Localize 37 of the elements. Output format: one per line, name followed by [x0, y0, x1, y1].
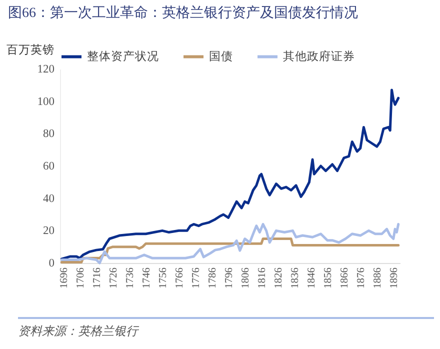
y-tick-label: 60	[43, 160, 55, 172]
x-tick-label: 1706	[75, 268, 86, 288]
x-tick-label: 1846	[306, 268, 318, 288]
x-tick-label: 1746	[141, 268, 152, 288]
text: 资料来源：英格兰银行	[18, 317, 434, 340]
y-tick-label: 40	[43, 192, 55, 205]
x-tick-label: 1856	[322, 268, 334, 288]
line-series	[60, 222, 400, 264]
x-tick-label: 1836	[290, 268, 301, 288]
x-tick-label: 1806	[240, 268, 252, 288]
y-tick-label: 80	[43, 128, 55, 140]
y-tick-label: 0	[48, 258, 55, 270]
line-series	[60, 88, 400, 260]
y-axis-title: 百万英镑	[6, 42, 54, 56]
x-tick-label: 1816	[256, 268, 268, 288]
x-tick-label: 1776	[190, 268, 202, 288]
x-tick-label: 1756	[158, 268, 169, 288]
x-tick-label: 1876	[356, 268, 367, 288]
x-tick-label: 1726	[108, 268, 120, 288]
chart-title: 图66：第一次工业革命：英格兰银行资产及国债发行情况	[8, 4, 358, 22]
x-tick-label: 1716	[92, 268, 103, 288]
x-tick-label: 1826	[273, 268, 284, 288]
x-tick-label: 1896	[388, 268, 400, 288]
legend-label: 国债	[209, 50, 233, 63]
x-tick-label: 1866	[339, 268, 350, 288]
legend-label: 其他政府证券	[283, 48, 355, 63]
x-tick-label: 1696	[58, 268, 70, 288]
line-series	[60, 238, 400, 264]
x-tick-label: 1886	[372, 268, 384, 288]
y-tick-label: 120	[37, 64, 55, 76]
x-tick-label: 1796	[224, 268, 235, 288]
legend-label: 整体资产状况	[87, 48, 159, 63]
x-tick-label: 1736	[124, 268, 136, 288]
y-tick-label: 100	[37, 96, 55, 108]
y-tick-label: 20	[43, 225, 55, 238]
x-tick-label: 1766	[174, 268, 186, 288]
x-tick-label: 1786	[207, 268, 218, 288]
